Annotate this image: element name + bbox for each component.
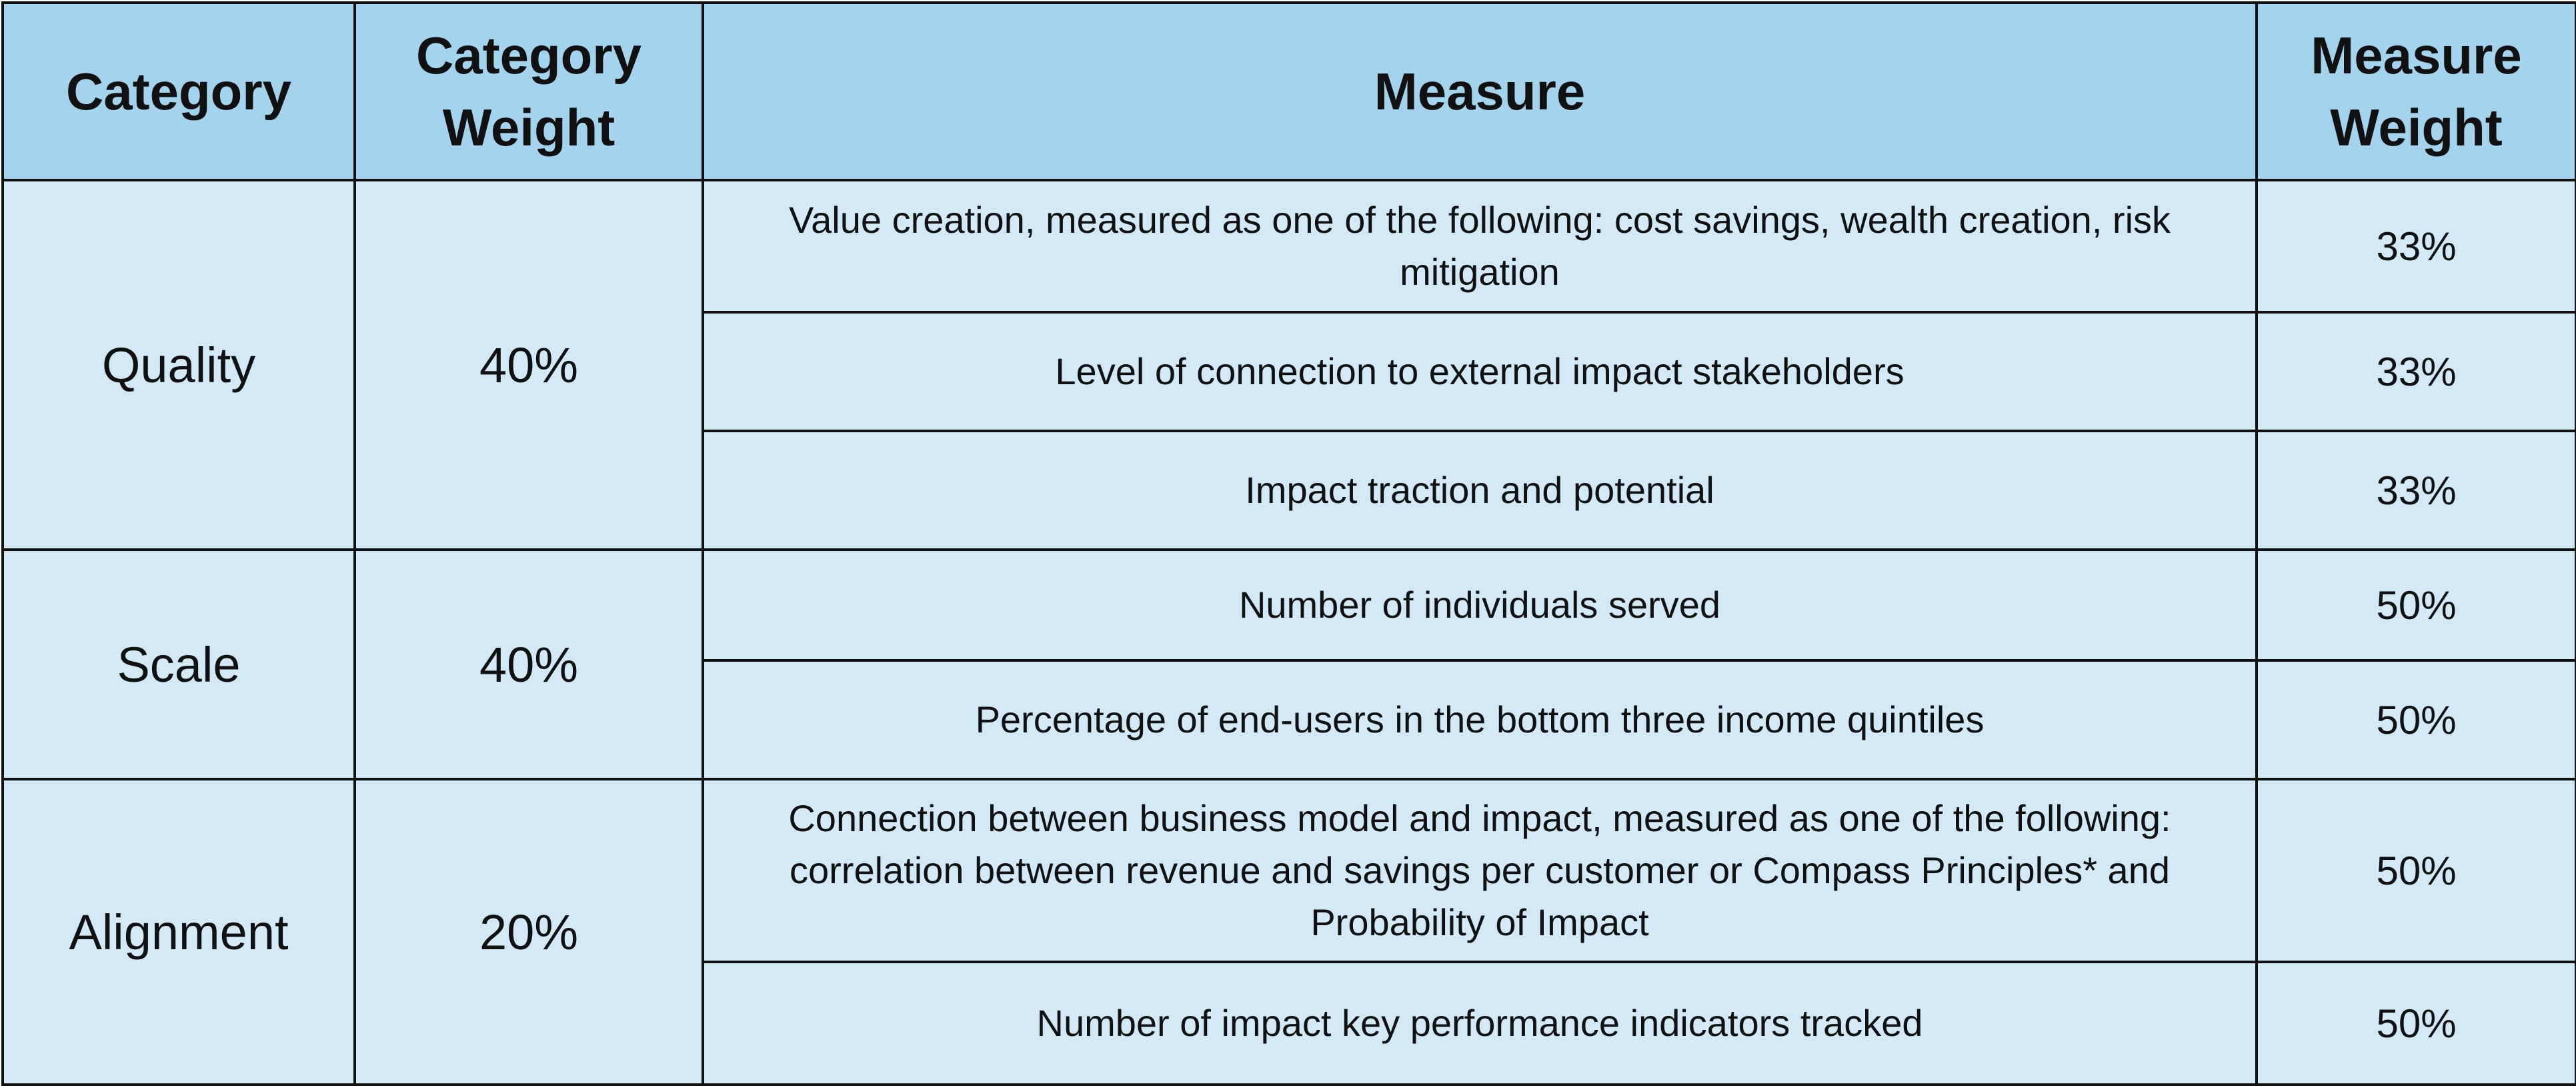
category-weight-scale: 40% <box>353 548 704 780</box>
header-category-weight: Category Weight <box>353 1 704 181</box>
category-weight-alignment: 20% <box>353 778 704 1086</box>
table-row: Alignment 20% Connection between busines… <box>1 778 2576 1086</box>
table-row: Level of connection to external impact s… <box>3 311 2576 432</box>
measure-text: Level of connection to external impact s… <box>702 311 2258 432</box>
measure-text: Number of individuals served <box>702 548 2258 662</box>
table-row: Number of impact key performance indicat… <box>3 961 2576 1086</box>
header-row: Category Category Weight Measure Measure… <box>1 1 2576 181</box>
measure-text: Percentage of end-users in the bottom th… <box>702 659 2258 780</box>
table-row: Quality 40% Value creation, measured as … <box>1 179 2576 551</box>
measure-weight: 33% <box>2255 430 2576 551</box>
table-row: Percentage of end-users in the bottom th… <box>3 659 2576 780</box>
category-name-quality: Quality <box>1 179 356 551</box>
header-measure-weight: Measure Weight <box>2255 1 2576 181</box>
measure-weight: 50% <box>2255 548 2576 662</box>
measure-weight: 33% <box>2255 311 2576 432</box>
measure-text: Number of impact key performance indicat… <box>702 961 2258 1086</box>
measure-weight: 50% <box>2255 961 2576 1086</box>
measure-weight: 50% <box>2255 778 2576 963</box>
header-category: Category <box>1 1 356 181</box>
table-body: Quality 40% Value creation, measured as … <box>1 179 2576 1086</box>
table-row: Impact traction and potential 33% <box>3 430 2576 551</box>
measure-weight: 33% <box>2255 179 2576 314</box>
category-name-alignment: Alignment <box>1 778 356 1086</box>
table-row: Scale 40% Number of individuals served 5… <box>1 548 2576 780</box>
category-name-scale: Scale <box>1 548 356 780</box>
category-weight-quality: 40% <box>353 179 704 551</box>
measure-text: Value creation, measured as one of the f… <box>702 179 2258 314</box>
measure-text: Connection between business model and im… <box>702 778 2258 963</box>
header-measure: Measure <box>702 1 2258 181</box>
table-header: Category Category Weight Measure Measure… <box>1 1 2576 181</box>
measure-text: Impact traction and potential <box>702 430 2258 551</box>
measure-weight: 50% <box>2255 659 2576 780</box>
